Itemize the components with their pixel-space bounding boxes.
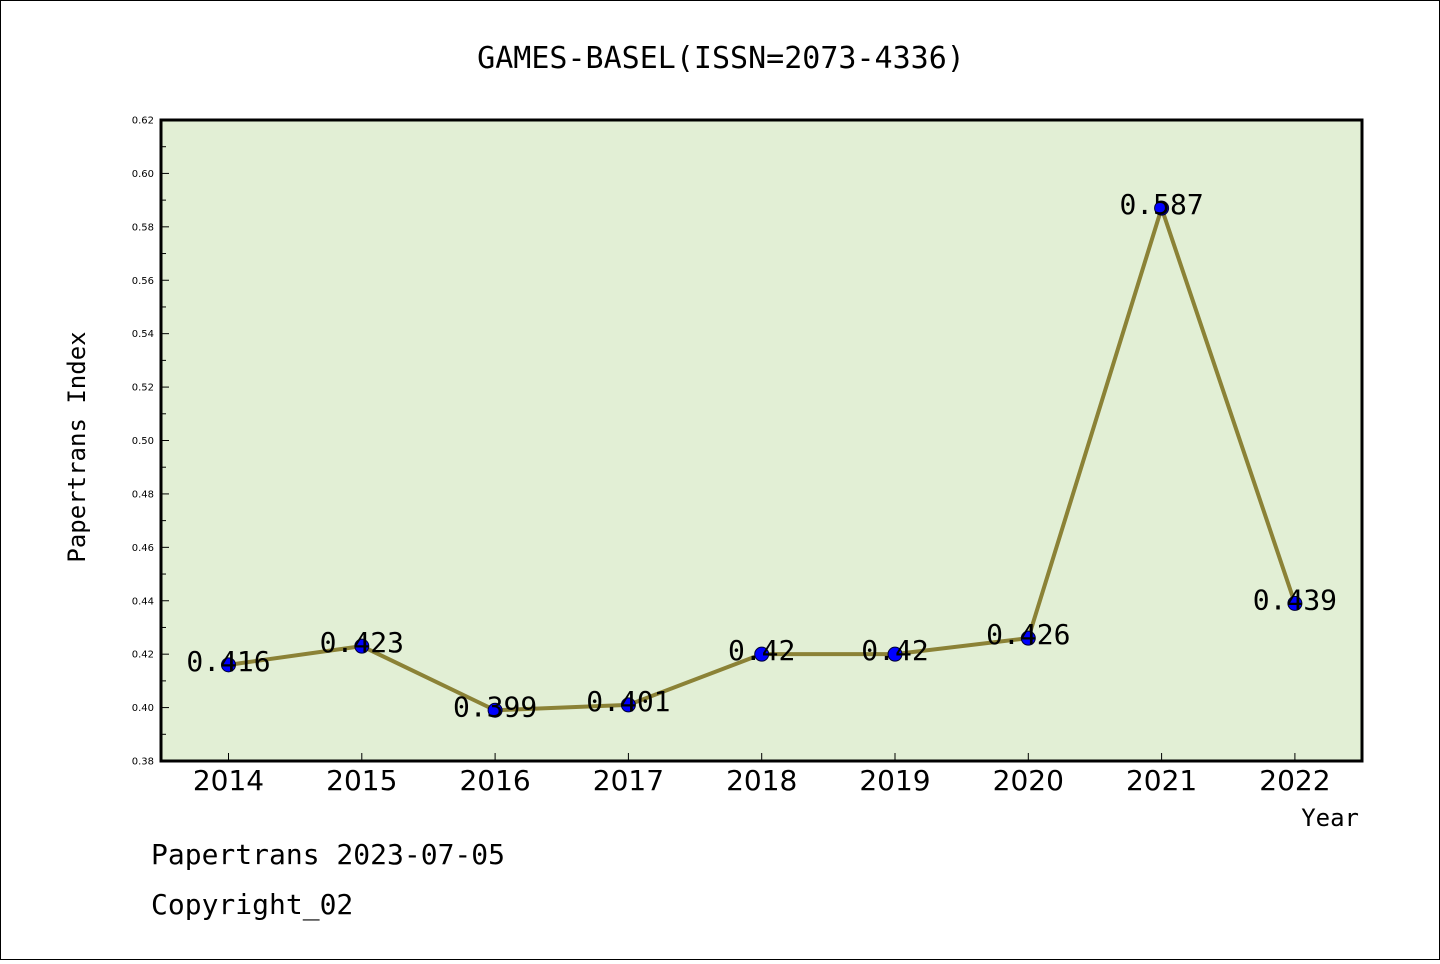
y-axis-label: Papertrans Index [63, 331, 91, 562]
data-label: 0.399 [453, 690, 537, 723]
data-label: 0.587 [1119, 188, 1203, 221]
x-tick-label: 2015 [326, 764, 397, 797]
x-axis: 2014 2015 2016 2017 2018 2019 2020 2021 2022 [193, 753, 1331, 797]
y-tick-label: 0.42 [132, 650, 154, 661]
y-tick-label: 0.44 [132, 596, 154, 607]
y-tick-label: 0.56 [132, 276, 154, 287]
series-markers [221, 200, 1303, 718]
y-tick-label: 0.40 [132, 703, 154, 714]
y-tick-label: 0.58 [132, 222, 154, 233]
data-point [620, 697, 636, 713]
data-label: 0.439 [1253, 583, 1337, 616]
data-labels: 0.416 0.423 0.399 0.401 0.42 0.42 0.426 0.587 0.… [186, 188, 1337, 723]
x-tick-label: 2017 [593, 764, 664, 797]
y-tick-label: 0.38 [132, 757, 154, 768]
y-tick-label: 0.48 [132, 489, 154, 500]
y-tick-label: 0.52 [132, 383, 154, 394]
x-tick-label: 2019 [859, 764, 930, 797]
data-label: 0.423 [320, 626, 404, 659]
data-label: 0.42 [861, 634, 928, 667]
data-point [221, 657, 236, 673]
data-point [1287, 595, 1303, 611]
data-label: 0.426 [986, 618, 1070, 651]
data-label: 0.416 [186, 645, 270, 678]
x-tick-label: 2018 [726, 764, 797, 797]
x-tick-label: 2021 [1126, 764, 1197, 797]
data-point [1020, 630, 1036, 646]
y-tick-label: 0.46 [132, 543, 154, 554]
x-tick-label: 2022 [1259, 764, 1330, 797]
data-point [1154, 200, 1170, 216]
footer-copyright: Copyright_02 [151, 888, 353, 922]
y-tick-label: 0.60 [132, 169, 154, 180]
data-point [754, 646, 770, 662]
data-label: 0.42 [728, 634, 795, 667]
y-tick-label: 0.54 [132, 329, 154, 340]
data-label: 0.401 [586, 685, 670, 718]
data-point [887, 646, 903, 662]
y-axis: 0.38 0.40 0.42 0.44 0.46 0.48 0.50 0.52 0.54 0.56… [132, 116, 169, 768]
x-tick-label: 2014 [193, 764, 264, 797]
x-tick-label: 2016 [459, 764, 530, 797]
x-tick-label: 2020 [993, 764, 1064, 797]
footer-date: Papertrans 2023-07-05 [151, 838, 505, 871]
data-point [487, 702, 503, 718]
x-axis-label: Year [1301, 804, 1359, 832]
chart-title: GAMES-BASEL(ISSN=2073-4336) [477, 41, 965, 76]
y-tick-label: 0.50 [132, 436, 154, 447]
y-tick-label: 0.62 [132, 116, 154, 127]
data-point [354, 638, 370, 654]
